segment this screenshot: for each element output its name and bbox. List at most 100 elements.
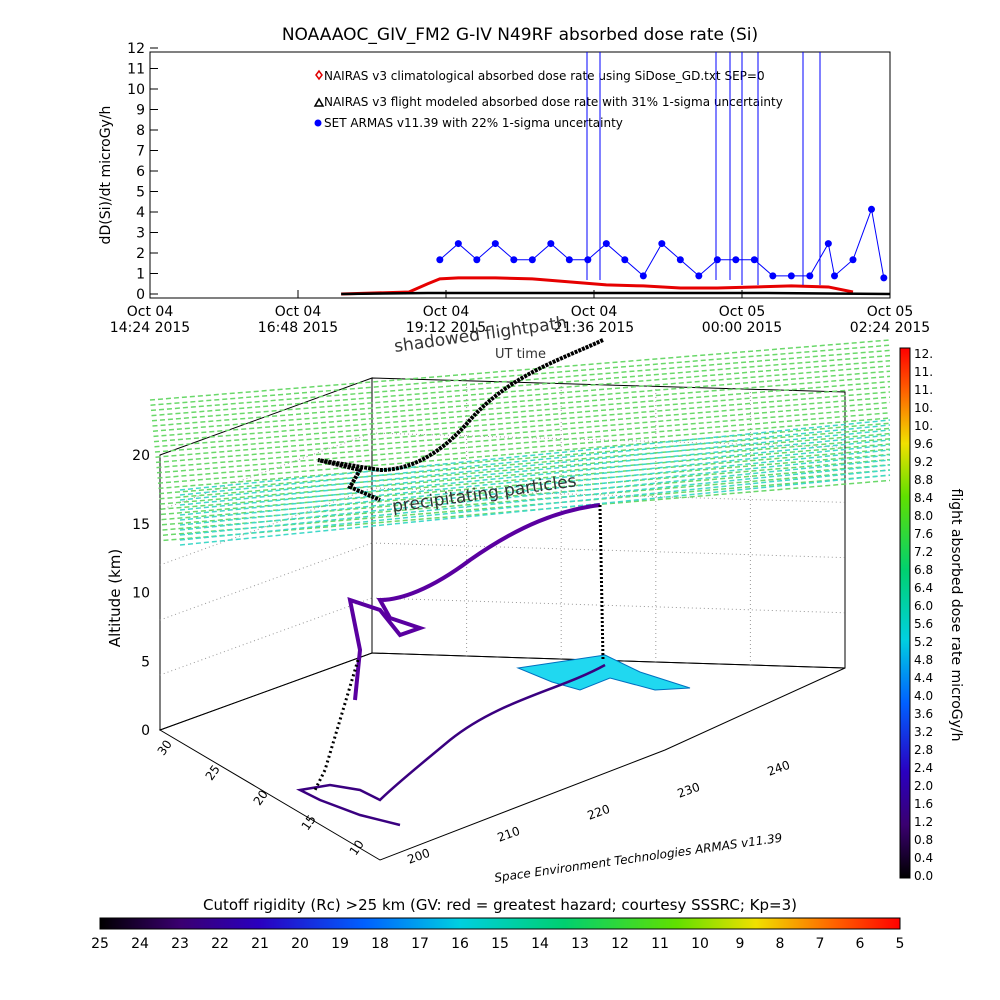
armas-point: [880, 274, 888, 282]
dose-rate-colorbar-ticks: 12. 11. 11. 10. 10. 9.6 9.2 8.8 8.4 8.0 7.6 7.2 6.8 6…: [914, 347, 933, 883]
cutoff-rigidity-tick-label: 5: [896, 936, 905, 952]
shadow-flightpath-track: [317, 338, 604, 502]
cutoff-rigidity-tick-label: 8: [776, 936, 785, 952]
cutoff-rigidity-tick-label: 19: [331, 936, 349, 952]
dose-rate-tick-label: 10.: [914, 401, 933, 415]
dose-rate-tick-label: 8.4: [914, 491, 933, 505]
cutoff-rigidity-tick-label: 23: [171, 936, 189, 952]
longitude-tick-label: 220: [585, 802, 611, 823]
armas-point: [473, 256, 481, 264]
slab-row: [155, 401, 891, 464]
armas-point: [491, 240, 499, 248]
top-y-tick-label: 8: [136, 123, 145, 139]
cutoff-rigidity-tick-label: 20: [291, 936, 309, 952]
legend-entry-climatological: NAIRAS v3 climatological absorbed dose r…: [324, 69, 765, 83]
armas-point: [602, 240, 610, 248]
slab-row: [149, 339, 891, 401]
dose-rate-tick-label: 0.0: [914, 869, 933, 883]
altitude-tick-label: 5: [141, 654, 150, 670]
armas-point: [750, 256, 758, 264]
cutoff-rigidity-tick-label: 15: [491, 936, 509, 952]
slab-row: [179, 464, 891, 536]
top-x-tick-time: 02:24 2015: [850, 320, 930, 336]
grid-line: [159, 597, 373, 676]
top-x-tick-date: Oct 04: [275, 304, 322, 320]
cutoff-rigidity-ticks: 25 24 23 22 21 20 19 18 17 16 15 14 13 12 11 10 9 8 7 6 5: [91, 936, 904, 952]
top-y-tick-label: 12: [127, 41, 145, 57]
top-plot-frame: [149, 51, 891, 299]
flight-track-vertical-drop: [598, 504, 605, 661]
longitude-tick-label: 210: [495, 824, 521, 845]
back-wall-right: [371, 377, 846, 669]
dose-rate-tick-label: 0.4: [914, 851, 933, 865]
top-x-tick-date: Oct 04: [127, 304, 174, 320]
top-series-group: [341, 205, 891, 296]
slab-row: [161, 464, 891, 526]
dose-rate-tick-label: 4.0: [914, 689, 933, 703]
latitude-tick-label: 15: [299, 812, 319, 833]
legend-entry-flight-modeled: NAIRAS v3 flight modeled absorbed dose r…: [324, 95, 783, 109]
slab-row: [158, 427, 891, 490]
slab-row: [155, 396, 891, 458]
slab-row: [179, 434, 891, 506]
floor-plane: [158, 652, 846, 861]
dose-rate-tick-label: 7.2: [914, 545, 933, 559]
dose-rate-tick-label: 2.4: [914, 761, 933, 775]
top-y-tick-label: 5: [136, 185, 145, 201]
3d-panel: shadowed flightpath UT time precipitatin…: [106, 313, 891, 885]
grid-line: [371, 432, 846, 448]
slab-row: [161, 458, 891, 521]
armas-point: [547, 240, 555, 248]
series-line-0: [341, 276, 854, 296]
grid-line: [371, 542, 846, 559]
top-y-tick-label: 11: [127, 62, 145, 78]
dose-rate-tick-label: 7.6: [914, 527, 933, 541]
dose-rate-tick-label: 4.8: [914, 653, 933, 667]
armas-point: [510, 256, 518, 264]
top-x-tick-time: 21:36 2015: [554, 320, 634, 336]
dose-rate-tick-label: 10.: [914, 419, 933, 433]
grid-line: [159, 542, 373, 621]
altitude-tick-label: 0: [141, 723, 150, 739]
cutoff-rigidity-tick-label: 16: [451, 936, 469, 952]
dose-rate-tick-label: 8.8: [914, 473, 933, 487]
latitude-tick-label: 10: [347, 837, 367, 858]
cutoff-rigidity-tick-label: 24: [131, 936, 149, 952]
top-y-tick-label: 6: [136, 164, 145, 180]
top-y-tick-label: 10: [127, 82, 145, 98]
cutoff-rigidity-tick-label: 11: [651, 936, 669, 952]
top-x-tick-date: Oct 05: [867, 304, 913, 320]
grid-line: [159, 432, 373, 511]
chart-title: NOAAAOC_GIV_FM2 G-IV N49RF absorbed dose…: [282, 25, 758, 45]
top-x-tick-time: 14:24 2015: [110, 320, 190, 336]
armas-point: [454, 240, 462, 248]
dose-rate-tick-label: 12.: [914, 347, 933, 361]
dose-rate-tick-label: 2.8: [914, 743, 933, 757]
top-y-tick-label: 4: [136, 205, 145, 221]
cutoff-rigidity-tick-label: 12: [611, 936, 629, 952]
slab-row: [154, 391, 891, 453]
latitude-tick-label: 20: [251, 787, 271, 808]
top-x-tick-date: Oct 04: [423, 304, 470, 320]
armas-point: [732, 256, 740, 264]
slab-row: [179, 444, 891, 516]
slab-row: [157, 422, 891, 484]
cutoff-rigidity-tick-label: 25: [91, 936, 109, 952]
armas-point: [787, 272, 795, 280]
armas-point: [436, 256, 444, 264]
armas-spikes: [586, 52, 821, 285]
descent-track: [313, 659, 360, 791]
latitude-tick-label: 30: [155, 737, 175, 758]
cutoff-rigidity-tick-label: 21: [251, 936, 269, 952]
cutoff-rigidity-tick-label: 22: [211, 936, 229, 952]
armas-point: [528, 256, 536, 264]
top-y-tick-label: 2: [136, 246, 145, 262]
armas-point: [695, 272, 703, 280]
back-wall-left: [159, 377, 373, 731]
dose-rate-tick-label: 9.2: [914, 455, 933, 469]
slab-row: [157, 417, 891, 479]
ground-track: [296, 663, 606, 827]
legend-entry-armas: SET ARMAS v11.39 with 22% 1-sigma uncert…: [324, 116, 623, 130]
altitude-tick-label: 15: [132, 517, 150, 533]
